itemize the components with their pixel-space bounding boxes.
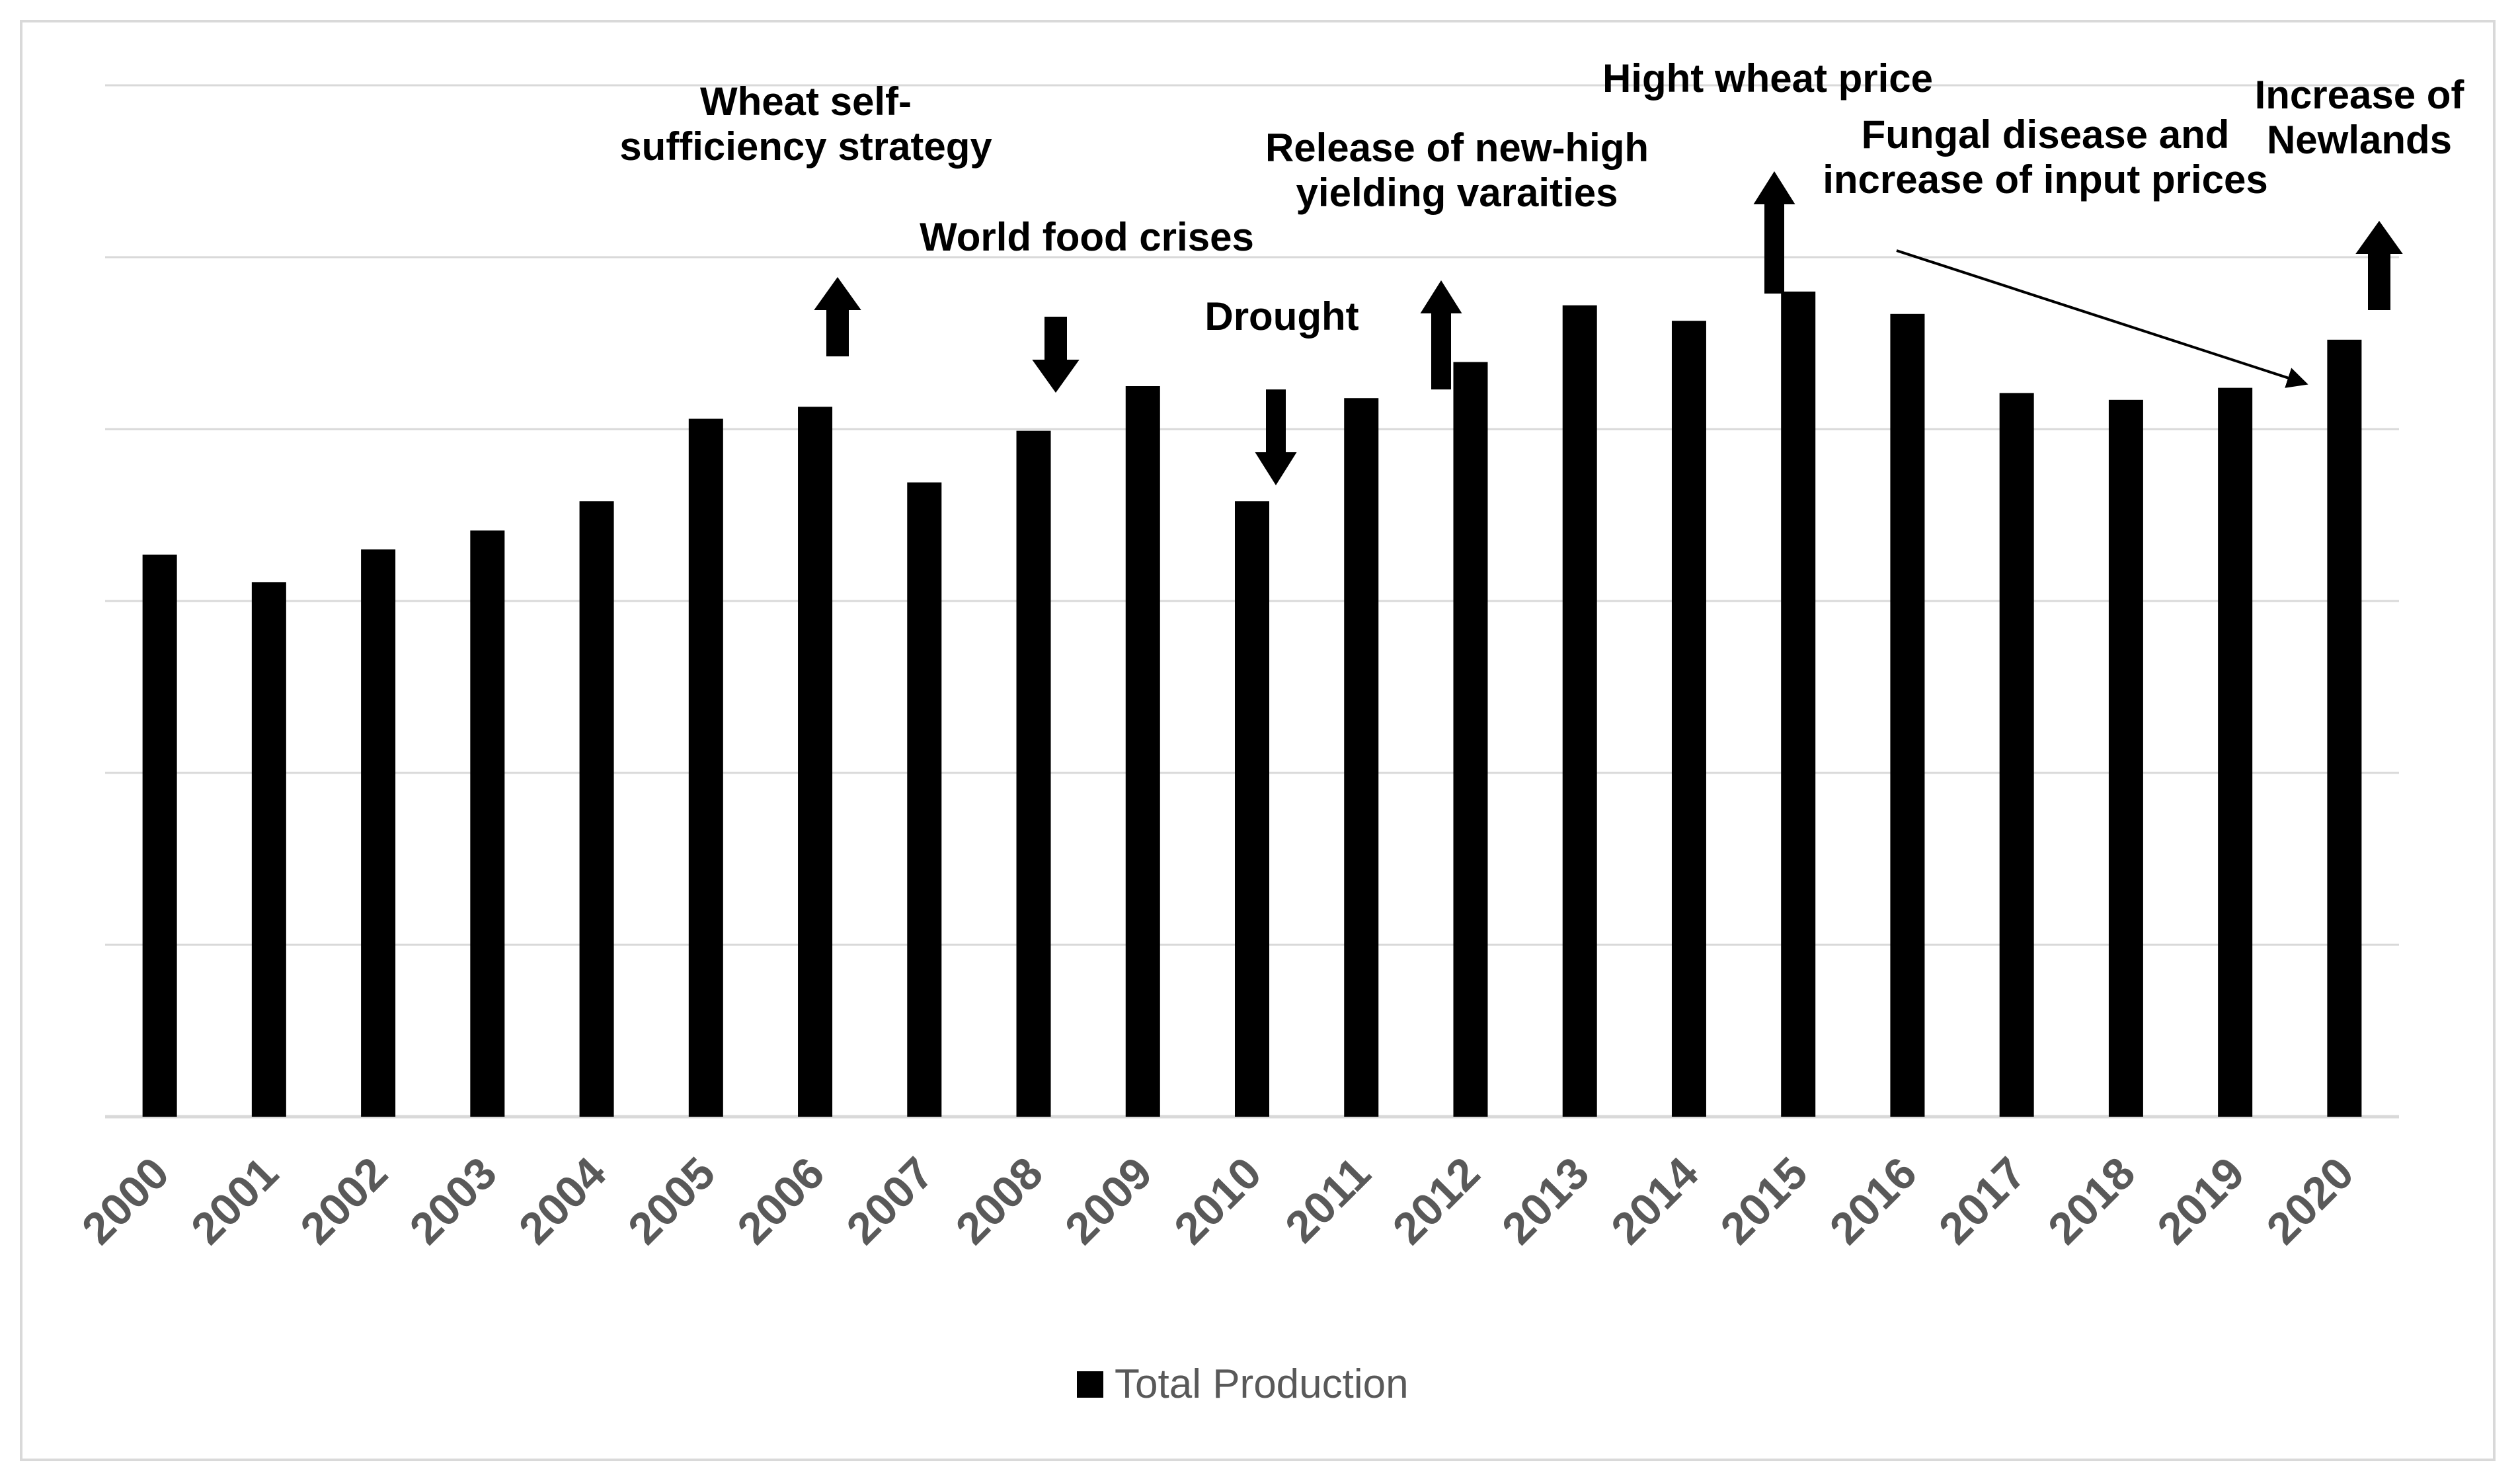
annotation-arrow-2020 bbox=[2355, 221, 2403, 310]
x-tick-label-2012: 2012 bbox=[1383, 1148, 1489, 1254]
annotation-2011: Release of new-high yielding varaities bbox=[1265, 126, 1649, 215]
annotation-arrow-2010 bbox=[1255, 389, 1297, 485]
x-tick-label-2006: 2006 bbox=[728, 1148, 834, 1254]
chart-svg: 2000 2001 2002 2003 2004 2005 2006 2007 2008 2009… bbox=[73, 56, 2465, 1407]
bars bbox=[142, 292, 2362, 1117]
bar-2006 bbox=[798, 407, 833, 1117]
legend-swatch bbox=[1077, 1371, 1103, 1398]
annotation-2006: Wheat self-sufficiency strategy bbox=[619, 79, 992, 169]
legend-label: Total Production bbox=[1115, 1361, 1409, 1407]
bar-2020 bbox=[2327, 339, 2362, 1117]
bar-2011 bbox=[1344, 398, 1379, 1117]
bar-2002 bbox=[361, 549, 396, 1117]
annotation-arrow-2008 bbox=[1032, 317, 1080, 393]
bar-2018 bbox=[2108, 399, 2143, 1117]
bar-2001 bbox=[251, 582, 286, 1117]
bar-2014 bbox=[1671, 321, 1706, 1117]
bar-2009 bbox=[1125, 386, 1160, 1117]
x-tick-label-2010: 2010 bbox=[1165, 1148, 1271, 1254]
annotation-arrow-2011 bbox=[1420, 280, 1462, 389]
x-tick-label-2011: 2011 bbox=[1276, 1148, 1380, 1252]
bar-2013 bbox=[1562, 305, 1597, 1117]
annotation-arrows bbox=[814, 171, 2403, 485]
bar-2016 bbox=[1890, 313, 1925, 1117]
bar-2012 bbox=[1453, 362, 1488, 1117]
x-tick-label-2017: 2017 bbox=[1930, 1148, 2036, 1254]
x-tick-label-2009: 2009 bbox=[1056, 1148, 1162, 1254]
bar-2017 bbox=[1999, 393, 2034, 1117]
x-tick-label-2014: 2014 bbox=[1602, 1148, 1708, 1254]
bar-2019 bbox=[2218, 387, 2253, 1117]
bar-2010 bbox=[1235, 501, 1269, 1117]
bar-2007 bbox=[907, 482, 942, 1117]
x-tick-label-2015: 2015 bbox=[1711, 1148, 1817, 1254]
bar-2003 bbox=[470, 530, 505, 1117]
x-tick-label-2013: 2013 bbox=[1493, 1148, 1599, 1254]
chart-frame: 2000 2001 2002 2003 2004 2005 2006 2007 2008 2009… bbox=[20, 20, 2496, 1461]
x-tick-label-2004: 2004 bbox=[509, 1148, 615, 1254]
x-tick-label-2007: 2007 bbox=[837, 1148, 943, 1254]
x-tick-label-2018: 2018 bbox=[2039, 1148, 2145, 1254]
x-tick-label-2003: 2003 bbox=[400, 1148, 506, 1254]
x-tick-label-2005: 2005 bbox=[619, 1148, 725, 1254]
x-tick-label-2020: 2020 bbox=[2257, 1148, 2363, 1254]
x-tick-label-2001: 2001 bbox=[182, 1148, 288, 1254]
bar-2000 bbox=[142, 554, 177, 1117]
annotation-2020: Increase of Newlands bbox=[2255, 73, 2465, 162]
annotation-2010: Drought bbox=[1204, 294, 1358, 339]
annotation-2019: Fungal disease and increase of input pric… bbox=[1823, 112, 2268, 202]
x-tick-label-2008: 2008 bbox=[946, 1148, 1052, 1254]
annotations: Wheat self-sufficiency strategy World foo… bbox=[619, 56, 2464, 339]
bar-2005 bbox=[688, 419, 723, 1117]
bar-2008 bbox=[1016, 430, 1051, 1117]
x-tick-label-2016: 2016 bbox=[1820, 1148, 1926, 1254]
annotation-2014: Hight wheat price bbox=[1602, 56, 1933, 100]
annotation-2008: World food crises bbox=[920, 215, 1254, 259]
bar-2004 bbox=[579, 501, 614, 1117]
x-tick-label-2000: 2000 bbox=[73, 1148, 179, 1254]
bar-2015 bbox=[1781, 292, 1816, 1117]
legend: Total Production bbox=[1077, 1361, 1409, 1407]
x-tick-label-2002: 2002 bbox=[291, 1148, 397, 1254]
x-axis-tick-labels: 2000 2001 2002 2003 2004 2005 2006 2007 2008 2009… bbox=[73, 1148, 2363, 1254]
annotation-arrow-2014 bbox=[1753, 171, 1795, 294]
annotation-arrow-2006 bbox=[814, 277, 861, 356]
x-tick-label-2019: 2019 bbox=[2148, 1148, 2254, 1254]
annotation-arrow-2019 bbox=[1896, 249, 2308, 388]
